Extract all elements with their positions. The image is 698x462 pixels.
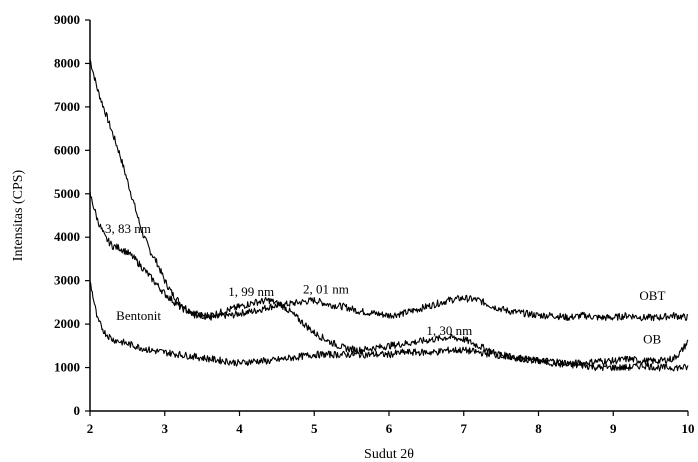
- y-tick-label: 5000: [54, 186, 80, 201]
- annotation-label: Bentonit: [116, 308, 161, 323]
- x-tick-label: 2: [87, 421, 94, 436]
- x-tick-label: 5: [311, 421, 318, 436]
- y-tick-label: 8000: [54, 55, 80, 70]
- annotation-label: 3, 83 nm: [105, 221, 151, 236]
- annotation-label: OBT: [639, 288, 665, 303]
- x-tick-label: 3: [162, 421, 169, 436]
- y-ticks: 0 1000 2000 3000 4000 5000 6000 7000 8000 9000: [54, 12, 90, 418]
- annotation-label: 1, 99 nm: [228, 284, 274, 299]
- x-tick-label: 6: [386, 421, 393, 436]
- annotation-label: 1, 30 nm: [426, 323, 472, 338]
- y-tick-label: 0: [74, 403, 81, 418]
- x-tick-label: 9: [610, 421, 617, 436]
- x-ticks: 2 3 4 5 6 7 8 9 10: [87, 411, 695, 436]
- series-line-bentonit: [89, 281, 689, 372]
- y-tick-label: 9000: [54, 12, 80, 27]
- annotation-label: OB: [643, 332, 661, 347]
- series-line-ob: [89, 191, 689, 367]
- x-tick-label: 10: [682, 421, 695, 436]
- y-tick-label: 4000: [54, 229, 80, 244]
- y-axis-title: Intensitas (CPS): [11, 169, 26, 261]
- series-line-obt: [89, 59, 689, 322]
- y-tick-label: 1000: [54, 360, 80, 375]
- x-tick-label: 7: [461, 421, 468, 436]
- annotations: 3, 83 nm 1, 99 nm 2, 01 nm 1, 30 nm OBT OB Ben…: [105, 221, 666, 347]
- plot-area: [89, 59, 689, 372]
- y-tick-label: 2000: [54, 316, 80, 331]
- y-tick-label: 6000: [54, 142, 80, 157]
- x-tick-label: 4: [236, 421, 243, 436]
- annotation-label: 2, 01 nm: [303, 282, 349, 297]
- x-tick-label: 8: [535, 421, 542, 436]
- y-tick-label: 3000: [54, 273, 80, 288]
- x-axis-title: Sudut 2θ: [364, 447, 414, 462]
- y-tick-label: 7000: [54, 99, 80, 114]
